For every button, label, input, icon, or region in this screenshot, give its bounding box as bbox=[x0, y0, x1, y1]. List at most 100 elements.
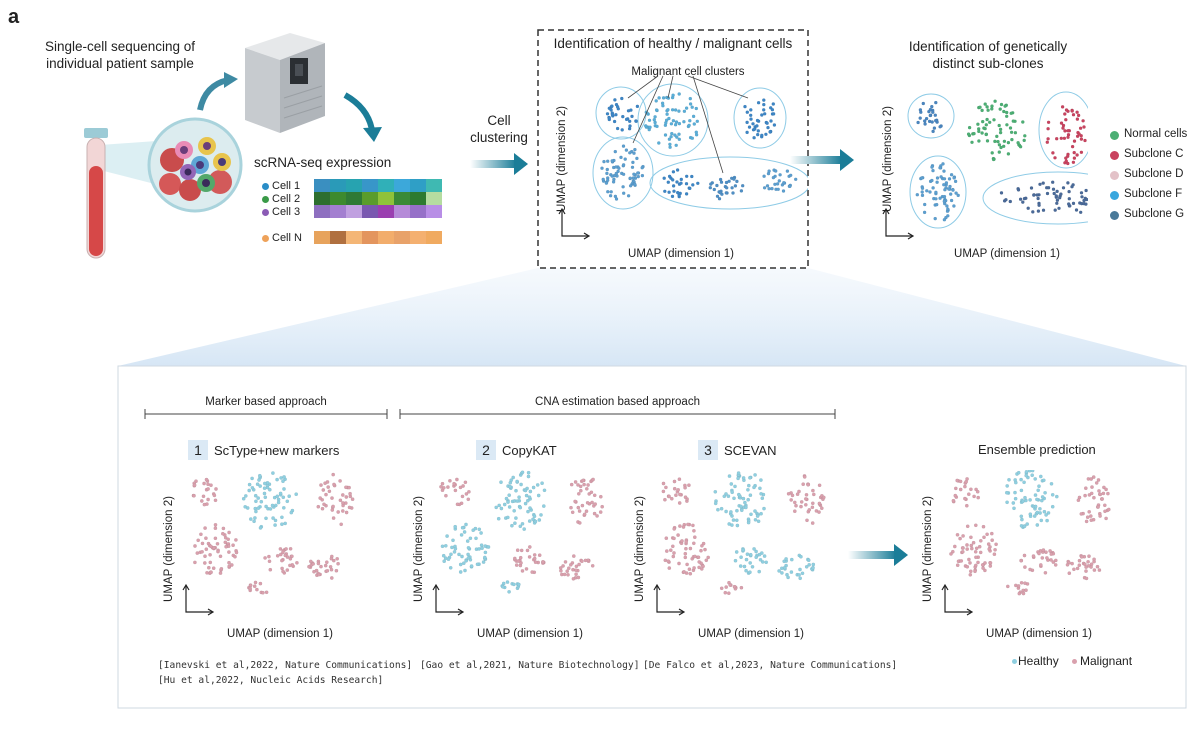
cell-point bbox=[440, 481, 445, 486]
cell-point bbox=[1008, 199, 1013, 204]
cell-point bbox=[753, 127, 757, 131]
cell-point bbox=[193, 560, 197, 565]
cell-point bbox=[285, 568, 290, 572]
cell-point bbox=[948, 184, 952, 189]
cell-point bbox=[663, 133, 668, 137]
cell-point bbox=[621, 172, 626, 177]
cell-point bbox=[703, 547, 707, 552]
cell-point bbox=[502, 502, 507, 507]
cell-point bbox=[735, 508, 739, 513]
cell-point bbox=[739, 555, 743, 560]
cell-point bbox=[767, 169, 771, 173]
cell-point bbox=[977, 129, 981, 134]
cell-point bbox=[1088, 514, 1093, 518]
cell-point bbox=[200, 549, 204, 554]
cell-point bbox=[252, 584, 257, 589]
cell-point bbox=[275, 553, 280, 558]
method-1-y-axis: UMAP (dimension 2) bbox=[163, 496, 175, 602]
cell-point bbox=[749, 108, 753, 112]
cell-point bbox=[256, 496, 261, 500]
cell-point bbox=[684, 539, 689, 544]
cell-point bbox=[527, 495, 532, 500]
cell-point bbox=[573, 480, 578, 484]
cell-point bbox=[329, 556, 334, 561]
cell-point bbox=[731, 518, 736, 522]
cell-point bbox=[516, 582, 521, 587]
cell-point bbox=[677, 501, 682, 505]
cell-point bbox=[966, 132, 971, 136]
cell-point bbox=[218, 554, 223, 559]
ensemble-x-axis: UMAP (dimension 1) bbox=[986, 628, 1092, 640]
cell-point bbox=[1044, 550, 1048, 555]
cell-point bbox=[729, 482, 734, 486]
cell-point bbox=[671, 184, 676, 188]
cell-point bbox=[1055, 198, 1060, 202]
cell-point bbox=[325, 568, 330, 573]
cell-point bbox=[600, 166, 604, 170]
cell-point bbox=[757, 569, 762, 574]
cell-point bbox=[1081, 119, 1085, 123]
cell-point bbox=[762, 186, 767, 190]
cell-point bbox=[701, 564, 705, 569]
cell-point bbox=[330, 496, 334, 500]
cell-point bbox=[1053, 156, 1057, 160]
cell-point bbox=[993, 547, 997, 552]
cell-point bbox=[506, 500, 510, 504]
cell-point bbox=[510, 523, 514, 528]
cell-point bbox=[441, 553, 446, 558]
cell-point bbox=[688, 186, 692, 191]
cell-point bbox=[661, 103, 665, 108]
cell-point bbox=[810, 505, 815, 510]
cell-point bbox=[769, 119, 773, 123]
cluster-outline bbox=[637, 83, 709, 157]
cell-point bbox=[999, 191, 1004, 195]
cell-point bbox=[967, 125, 972, 130]
cell-point bbox=[977, 544, 982, 549]
cell-point bbox=[1004, 490, 1009, 495]
method-2-y-axis: UMAP (dimension 2) bbox=[413, 496, 425, 602]
cell-point bbox=[677, 561, 681, 566]
cell-point bbox=[1054, 136, 1059, 141]
cell-point bbox=[519, 561, 523, 565]
cell-point bbox=[749, 512, 753, 517]
cell-point bbox=[760, 133, 764, 138]
cell-point bbox=[770, 186, 774, 191]
cell-point bbox=[1071, 160, 1076, 165]
cell-point bbox=[965, 543, 969, 547]
legend-swatch bbox=[1110, 171, 1119, 180]
cell-point bbox=[726, 494, 731, 499]
cell-point bbox=[776, 187, 780, 192]
cell-point bbox=[593, 502, 598, 506]
cell-point bbox=[761, 108, 766, 112]
cell-point bbox=[745, 120, 749, 125]
cell-point bbox=[794, 503, 798, 508]
cell-point bbox=[209, 544, 213, 549]
cell-point bbox=[1079, 512, 1084, 516]
cell-point bbox=[671, 170, 676, 174]
cell-point bbox=[462, 530, 467, 534]
cell-point bbox=[764, 560, 769, 565]
cell-point bbox=[1106, 491, 1110, 496]
cell-point bbox=[350, 497, 355, 502]
cell-point bbox=[974, 546, 979, 551]
cell-point bbox=[688, 118, 692, 123]
cell-point bbox=[482, 555, 487, 560]
cell-point bbox=[1002, 109, 1006, 114]
cell-point bbox=[939, 175, 943, 179]
cell-point bbox=[740, 183, 745, 188]
cell-point bbox=[280, 558, 284, 563]
cell-point bbox=[631, 176, 636, 180]
cell-point bbox=[806, 558, 811, 563]
cell-point bbox=[663, 189, 667, 194]
cell-point bbox=[976, 560, 980, 565]
cell-point bbox=[1063, 112, 1067, 116]
cell-point bbox=[946, 207, 950, 211]
cell-point bbox=[1055, 201, 1059, 206]
cell-point bbox=[691, 183, 695, 187]
cell-point bbox=[723, 590, 728, 595]
cell-point bbox=[778, 173, 782, 177]
cell-point bbox=[679, 177, 684, 182]
cell-point bbox=[604, 181, 609, 185]
cell-point bbox=[751, 122, 755, 126]
cell-point bbox=[684, 181, 689, 186]
